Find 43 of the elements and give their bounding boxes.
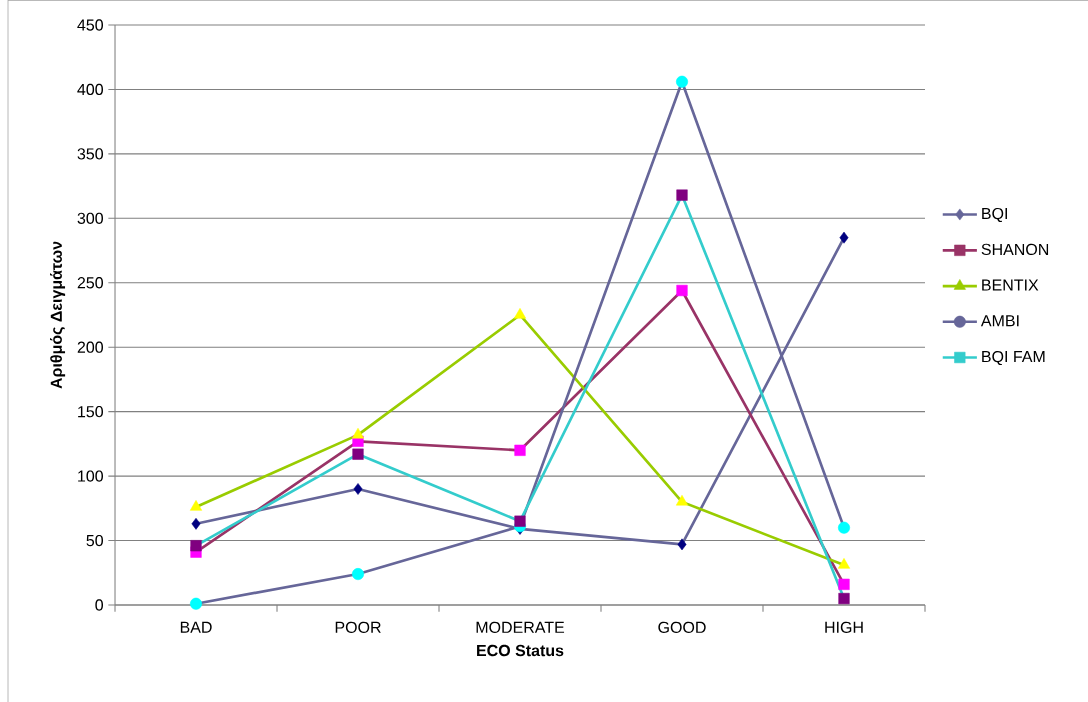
point bbox=[352, 448, 364, 460]
point bbox=[514, 515, 526, 527]
x-tick-label: BAD bbox=[180, 621, 212, 633]
y-tick-label: 50 bbox=[86, 534, 104, 547]
y-axis-title: Αριθμός Δειγμάτων bbox=[50, 241, 66, 389]
point bbox=[676, 75, 689, 88]
y-tick-label: 400 bbox=[77, 83, 104, 96]
point bbox=[353, 483, 363, 495]
point bbox=[839, 231, 849, 244]
y-tick-label: 350 bbox=[77, 148, 104, 160]
legend-label: BENTIX bbox=[982, 279, 1039, 291]
x-axis-title: ECO Status bbox=[477, 644, 564, 657]
point bbox=[191, 517, 201, 530]
x-tick-label: HIGH bbox=[825, 621, 863, 634]
legend-label: BQI bbox=[982, 207, 1007, 223]
point bbox=[838, 578, 850, 590]
x-tick-label: POOR bbox=[335, 621, 381, 634]
legend-label: SHANON bbox=[981, 243, 1049, 256]
y-tick-label: 200 bbox=[77, 341, 104, 353]
point bbox=[190, 597, 203, 610]
point bbox=[514, 444, 526, 456]
point bbox=[675, 494, 689, 506]
point bbox=[676, 189, 688, 201]
point bbox=[677, 538, 687, 551]
y-tick-label: 250 bbox=[77, 277, 104, 289]
point bbox=[189, 500, 203, 511]
legend-label: AMBI bbox=[980, 315, 1019, 327]
point bbox=[190, 540, 202, 552]
point bbox=[352, 568, 365, 581]
y-tick-label: 450 bbox=[77, 19, 104, 31]
x-tick-label: GOOD bbox=[658, 621, 706, 634]
y-tick-label: 150 bbox=[78, 406, 104, 418]
x-tick-label: MODERATE bbox=[476, 621, 565, 634]
y-tick-label: 300 bbox=[77, 212, 104, 224]
y-tick-label: 100 bbox=[78, 470, 104, 482]
point bbox=[838, 592, 850, 605]
y-tick-label: 0 bbox=[95, 599, 104, 611]
point bbox=[513, 308, 527, 319]
point bbox=[837, 558, 851, 569]
point bbox=[676, 284, 688, 297]
point bbox=[838, 521, 851, 534]
point bbox=[351, 427, 365, 439]
legend-label: BQI FAM bbox=[982, 350, 1045, 366]
